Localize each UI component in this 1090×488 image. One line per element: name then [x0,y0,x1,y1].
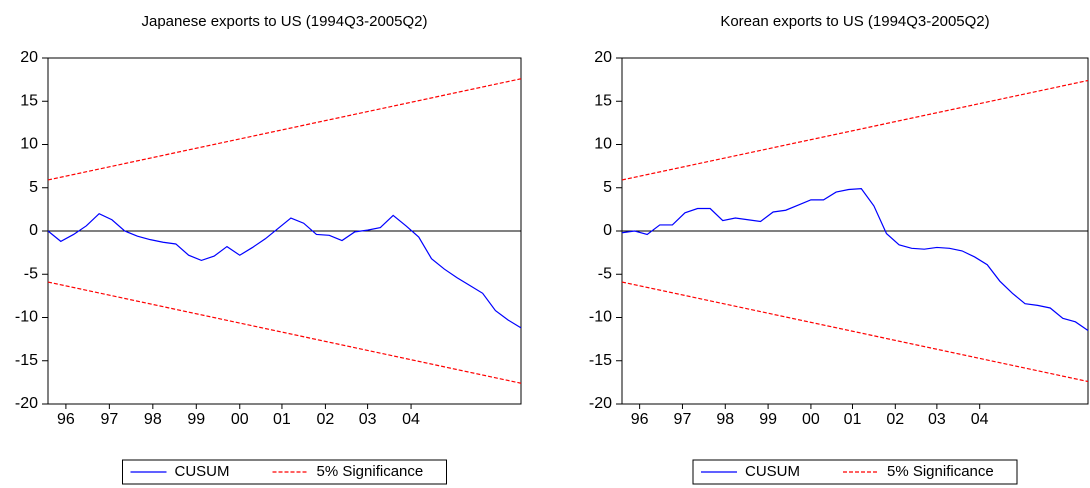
y-tick-label: -10 [15,309,38,326]
legend-label: 5% Significance [317,463,424,480]
x-tick-label: 97 [674,411,692,428]
x-tick-label: 00 [231,411,249,428]
y-tick-label: -15 [15,352,38,369]
y-tick-label: 5 [29,179,38,196]
legend-label: CUSUM [745,463,800,480]
x-tick-label: 04 [971,411,989,428]
y-tick-label: 0 [603,222,612,239]
cusum-line [47,212,522,329]
x-tick-label: 02 [317,411,335,428]
y-tick-label: 15 [20,92,38,109]
x-tick-label: 01 [273,411,291,428]
significance-line [47,281,522,384]
legend-label: CUSUM [175,463,230,480]
x-tick-label: 02 [886,411,904,428]
y-tick-label: -20 [589,395,612,412]
significance-line [47,78,522,181]
x-tick-label: 98 [144,411,162,428]
y-tick-label: 10 [20,136,38,153]
significance-line [621,281,1089,383]
x-tick-label: 03 [928,411,946,428]
x-tick-label: 03 [359,411,377,428]
x-tick-label: 99 [187,411,205,428]
y-tick-label: 20 [594,49,612,66]
x-tick-label: 00 [802,411,820,428]
y-tick-label: 5 [603,179,612,196]
y-tick-label: 0 [29,222,38,239]
x-tick-label: 01 [844,411,862,428]
y-tick-label: -20 [15,395,38,412]
x-tick-label: 99 [759,411,777,428]
y-tick-label: -5 [24,265,38,282]
y-tick-label: -10 [589,309,612,326]
y-tick-label: 15 [594,92,612,109]
x-tick-label: 96 [631,411,649,428]
x-tick-label: 97 [100,411,118,428]
significance-line [621,79,1089,181]
legend-label: 5% Significance [887,463,994,480]
chart-title: Japanese exports to US (1994Q3-2005Q2) [141,13,427,30]
x-tick-label: 96 [57,411,75,428]
chart-title: Korean exports to US (1994Q3-2005Q2) [720,13,989,30]
cusum-line [621,187,1089,331]
x-tick-label: 98 [716,411,734,428]
x-tick-label: 04 [402,411,420,428]
y-tick-label: 10 [594,136,612,153]
y-tick-label: 20 [20,49,38,66]
y-tick-label: -15 [589,352,612,369]
y-tick-label: -5 [598,265,612,282]
